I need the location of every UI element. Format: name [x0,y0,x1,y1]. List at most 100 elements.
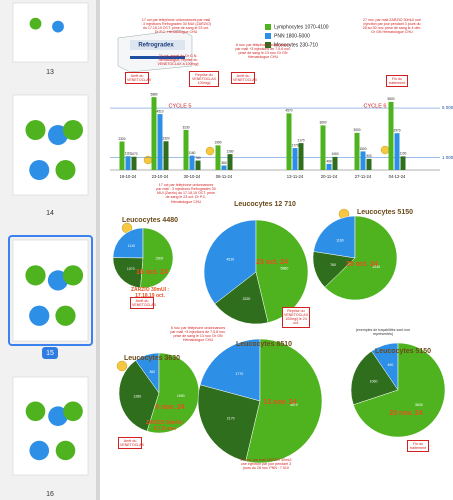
bar-value-label: 2300 [118,137,125,141]
thumbnail [12,2,89,63]
bar-value-label: 3600 [319,121,326,125]
bar-value-label: 760 [195,156,201,160]
annotation: Reprise du VENETOCLAX 100mg/j [189,71,219,88]
legend-swatch [265,42,271,48]
slice-label: 2170 [227,416,235,420]
pie-slice [140,227,174,289]
page-label: 16 [46,491,54,498]
bar [360,151,366,170]
bar-value-label: 1500 [359,147,366,151]
bar-value-label: 360 [221,161,227,165]
legend-label: Lymphocytes 1070-4100 [274,24,329,30]
selection-border [8,235,93,346]
thumbnail-shape [62,265,84,286]
x-tick-label: 20-11-24 [321,174,338,179]
bar-value-label: 490 [326,159,332,163]
pie-slice [112,257,144,289]
pie-title: Leucocytes 12 710 [234,201,296,208]
slice-label: 2300 [156,257,164,261]
slice-label: 5880 [281,267,289,271]
bar [394,133,400,170]
bar [183,129,189,170]
pie-date: 16 oct. 24 [136,269,168,276]
bar-value-label: 4570 [285,109,292,113]
bar-value-label: 1160 [189,151,196,155]
bar [195,160,201,170]
pie-title: Leucocytes 5150 [375,348,431,355]
bar-value-label: 2970 [393,129,400,133]
pie-title: Leucocytes 3630 [124,355,180,362]
slice-label: 4570 [290,403,298,407]
bar-value-label: 1060 [331,152,338,156]
thumbnail-shape [63,120,83,140]
slice-label: 2320 [243,297,251,301]
pie-title: Leucocytes 8510 [236,341,292,348]
slice-label: 1280 [133,394,141,398]
cycle-label: CYCLE 6 [364,103,387,109]
pie-date: 6 nov. 24 [155,404,185,411]
x-tick-label: 27-11-24 [355,174,372,179]
bar-value-label: 1100 [400,152,407,156]
thumbnail [12,94,89,196]
slice-label: 760 [330,263,336,267]
pie-date: 30 oct. 24 [346,261,378,268]
thumbnail-shape [52,20,64,33]
annotation: Reprise du VENETOCLAX 100mg/j le 24 oct. [282,307,310,328]
bar [227,154,233,170]
legend-swatch [265,24,271,30]
slice-label: 490 [387,363,393,367]
slice-label: 3600 [415,403,423,407]
bar [221,165,227,170]
annotation: 6 nov. par téléphone ordonnances par mai… [170,326,226,343]
thumbnail-shape [55,305,76,326]
reference-label: 5 000 [442,105,453,110]
page-label: 13 [46,69,54,76]
thumbnail-shape [29,440,50,461]
x-tick-label: 30-10-24 [184,174,201,179]
medicine-box: Refrogradex [117,29,193,73]
pie-slice [324,215,398,301]
slice-label: 1060 [370,380,378,384]
bar [119,141,125,170]
bar-value-label: 2320 [162,137,169,141]
pie-title: Leucocytes 4480 [122,217,178,224]
pie-slice [353,342,446,438]
pie-date: 20 nov. 24 [389,410,422,417]
thumbnail-shape [55,440,76,461]
x-tick-label: 23-10-24 [152,174,169,179]
thumbnail-shape [48,406,68,427]
x-tick-label: 04-12-24 [389,174,406,179]
pie-slice [199,338,261,402]
bar-value-label: 2170 [297,138,304,142]
bar-value-label: 4510 [156,109,163,113]
bar [125,156,131,170]
legend-swatch [265,33,271,39]
bar [131,156,137,170]
annotation: 17 oct par téléphone ordonnances par mai… [156,183,216,204]
bar [292,148,298,170]
pie-title: Leucocytes 5150 [357,209,413,216]
medicine-name: Refrogradex [138,43,174,49]
pie-slice [245,338,323,464]
x-tick-label: 06-11-24 [216,174,233,179]
annotation: 24 oct. appel du Dr G.N. hématologue, re… [157,54,199,67]
thumbnail-shape [55,160,76,180]
x-tick-label: 16-10-24 [120,174,137,179]
bar-value-label: 1280 [226,149,233,153]
page-label: 14 [46,210,54,217]
thumbnail-shape [29,160,50,180]
thumbnail-shape [25,401,46,422]
slice-label: 1070 [127,267,135,271]
thumbnail [12,239,89,342]
slice-label: 1110 [128,244,135,248]
thumbnail-shape [29,17,42,30]
x-tick-label: 13-11-24 [287,174,304,179]
slice-label: 360 [149,370,155,374]
bar [366,158,372,170]
annotation: Arrêt du VENETOCLAX [231,72,257,85]
thumbnail-shape [25,265,46,286]
annotation: Arrêt du VENETOCLAX [130,297,156,310]
bar [388,101,394,170]
bar [163,141,169,170]
